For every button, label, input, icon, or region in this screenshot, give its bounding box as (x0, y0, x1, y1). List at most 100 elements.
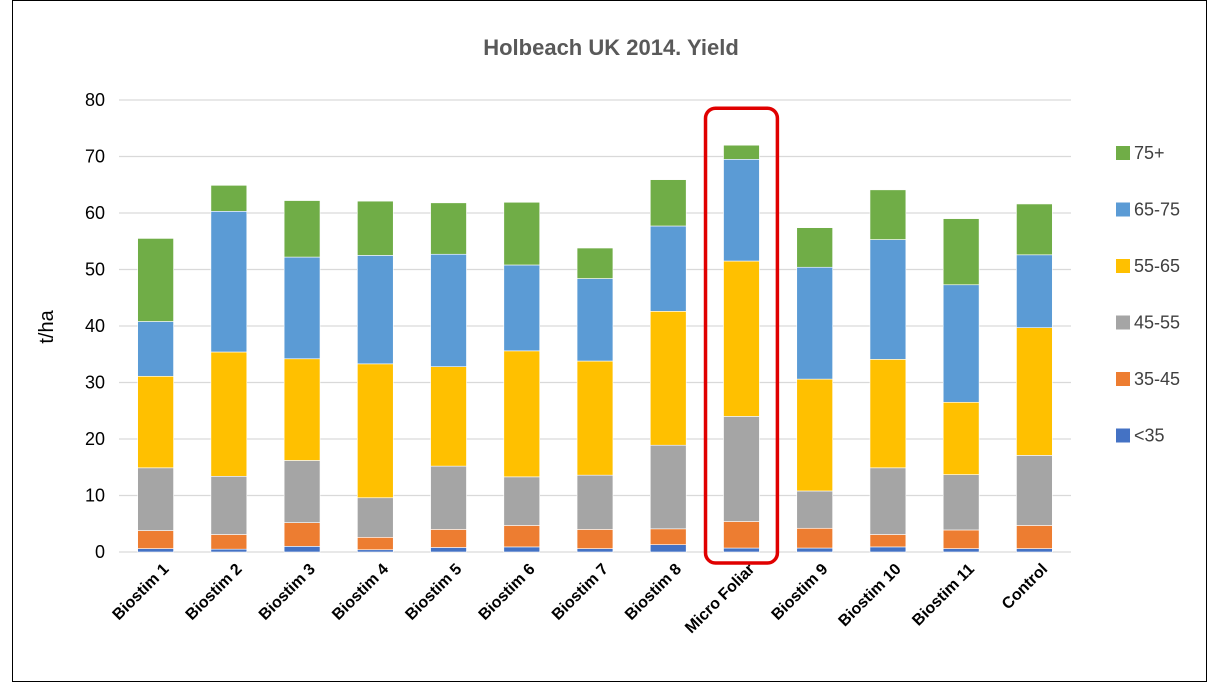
bar-segment (942, 401, 980, 475)
bar-segment (649, 528, 687, 545)
y-tick-label: 60 (85, 203, 105, 223)
bar-segment (942, 284, 980, 403)
bar-segment (1016, 525, 1053, 549)
y-tick-label: 70 (85, 147, 105, 167)
bar-segment (796, 227, 833, 268)
x-tick-label: Biostim 1 (110, 561, 173, 624)
bar-segment (283, 358, 321, 461)
x-tick-label: Biostim 4 (329, 561, 392, 624)
bar-segment (723, 159, 760, 262)
bar-segment (723, 521, 760, 549)
bar-segment (210, 548, 248, 553)
bar-segment (649, 544, 687, 553)
bar-segment (357, 200, 394, 256)
bar-segment (723, 416, 760, 522)
bar-segment (942, 529, 980, 549)
x-tick-label: Micro Foliar (682, 561, 758, 637)
bar-segment (649, 225, 687, 312)
bar-segment (210, 185, 248, 212)
bar-segment (1016, 327, 1053, 456)
y-tick-label: 50 (85, 260, 105, 280)
bar-segment (796, 266, 833, 380)
legend-swatch (1116, 202, 1130, 217)
y-axis-label: t/ha (36, 309, 58, 343)
bar-segment (723, 547, 760, 553)
legend: 75+ 65-75 55-65 45-55 35-45 <35 (1116, 143, 1180, 446)
legend-label: 45-55 (1134, 313, 1180, 333)
bar-segment (942, 474, 980, 531)
legend-swatch (1116, 428, 1130, 443)
bar-segment (796, 527, 833, 549)
x-tick-label: Biostim 9 (769, 561, 832, 624)
bar-segment (576, 278, 614, 362)
y-tick-label: 10 (85, 486, 105, 506)
bar-segment (430, 253, 467, 367)
bar-segment (137, 467, 174, 531)
bar-segment (796, 490, 833, 529)
bar-segment (576, 360, 614, 476)
bar-segment (503, 350, 541, 478)
y-tick-label: 40 (85, 316, 105, 336)
bar-segment (649, 179, 687, 227)
bar-segment (357, 255, 394, 365)
legend-label: 75+ (1134, 143, 1165, 163)
bar-segment (210, 534, 248, 550)
legend-label: <35 (1134, 426, 1165, 446)
bar-segment (430, 529, 467, 548)
bar-segment (503, 201, 541, 266)
x-tick-label: Biostim 3 (256, 561, 319, 624)
chart-title: Holbeach UK 2014. Yield (483, 35, 739, 60)
bar-segment (942, 218, 980, 286)
bar-segment (723, 144, 760, 160)
bar-segment (649, 444, 687, 530)
bar-segment (210, 211, 248, 353)
bar-segment (869, 467, 907, 535)
bar-segment (869, 546, 907, 553)
bar-segment (1016, 254, 1053, 328)
legend-label: 35-45 (1134, 369, 1180, 389)
bar-segment (576, 474, 614, 530)
bar-segment (137, 321, 174, 377)
x-tick-label: Biostim 7 (549, 561, 612, 624)
y-tick-label: 0 (95, 542, 105, 562)
bar-segment (869, 359, 907, 469)
bar-segment (869, 534, 907, 548)
bar-segment (283, 546, 321, 553)
bar-segment (283, 256, 321, 360)
bar-segment (357, 497, 394, 538)
bar-segment (649, 311, 687, 446)
bar-segment (283, 200, 321, 258)
y-axis-ticks: 0 10 20 30 40 50 60 70 80 (85, 90, 105, 562)
x-axis-ticks: Biostim 1 Biostim 2 Biostim 3 Biostim 4 Bios… (110, 561, 1052, 637)
x-tick-label: Biostim 10 (836, 561, 905, 630)
bar-segment (357, 363, 394, 499)
bar-segment (137, 238, 174, 322)
bar-segment (357, 537, 394, 551)
bar-segment (1016, 548, 1053, 553)
bar-segment (576, 247, 614, 279)
legend-swatch (1116, 315, 1130, 330)
bar-segment (430, 366, 467, 467)
stacked-bar-chart: Holbeach UK 2014. Yield 0 10 20 30 40 50 60 70 8… (36, 35, 1180, 637)
bar-segment (869, 239, 907, 360)
bar-segment (357, 549, 394, 553)
x-tick-label: Biostim 11 (909, 561, 978, 630)
y-tick-label: 20 (85, 429, 105, 449)
bar-segment (210, 475, 248, 535)
bar-segment (942, 548, 980, 553)
legend-label: 55-65 (1134, 256, 1180, 276)
bar-segment (503, 264, 541, 352)
bar-segment (137, 530, 174, 549)
bar-segment (869, 189, 907, 240)
bar-segment (503, 546, 541, 553)
x-tick-label: Biostim 2 (183, 561, 246, 624)
chart-frame: Holbeach UK 2014. Yield 0 10 20 30 40 50 60 70 8… (12, 0, 1207, 682)
bar-segment (723, 260, 760, 417)
bar-segment (796, 378, 833, 492)
bar-segment (576, 529, 614, 549)
bar-segment (503, 476, 541, 526)
highlight-box-layer (703, 106, 780, 565)
bar-segment (137, 548, 174, 553)
bar-segment (1016, 455, 1053, 526)
bar-segment (430, 465, 467, 530)
